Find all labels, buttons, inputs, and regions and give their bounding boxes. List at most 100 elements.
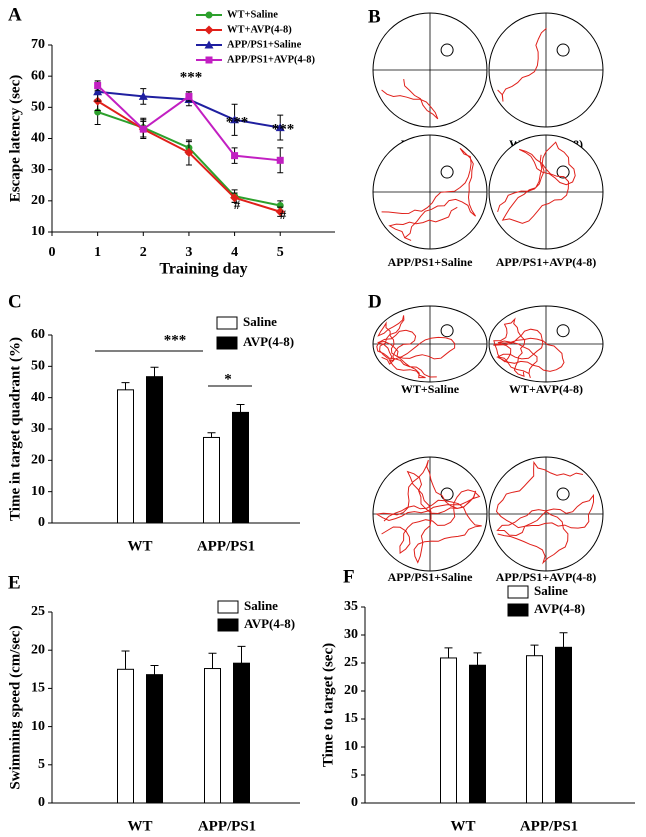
y-tick-label: 20 [31, 193, 45, 208]
legend-marker [204, 25, 214, 35]
data-point [275, 123, 285, 132]
annotation: # [280, 207, 287, 222]
error-bar [150, 664, 159, 675]
annotation: *** [180, 69, 203, 85]
platform [556, 324, 570, 338]
y-tick-label: 50 [31, 359, 45, 374]
x-tick-label: APP/PS1 [197, 538, 255, 554]
y-tick-label: 10 [344, 739, 358, 754]
error-bar [208, 652, 217, 669]
annotation: * [224, 371, 232, 387]
y-tick-label: 70 [31, 37, 45, 52]
y-tick-label: 60 [31, 68, 45, 83]
legend-label: APP/PS1+AVP(4-8) [227, 54, 316, 65]
platform [556, 165, 570, 179]
data-point [275, 207, 285, 217]
y-tick-label: 5 [38, 757, 45, 772]
data-point [230, 193, 240, 203]
data-point [185, 92, 193, 100]
swim-path [381, 79, 439, 120]
y-tick-label: 40 [31, 131, 45, 146]
x-tick-label: APP/PS1 [198, 818, 256, 834]
data-point [230, 115, 240, 124]
legend-label: AVP(4-8) [243, 334, 294, 349]
y-tick-label: 0 [38, 515, 45, 530]
y-axis-label: Swimming speed (cm/sec) [7, 625, 23, 789]
legend-marker [204, 40, 214, 49]
error-bar [237, 645, 246, 664]
y-tick-label: 35 [344, 599, 358, 614]
panel-label: E [8, 572, 21, 593]
swim-path [497, 141, 576, 224]
legend-label: Saline [243, 314, 277, 329]
error-bar [559, 632, 568, 648]
bar [146, 674, 163, 804]
x-axis-label: Training day [159, 261, 247, 278]
platform [440, 43, 454, 57]
y-tick-label: 0 [38, 795, 45, 810]
legend-swatch [216, 336, 238, 350]
annotation: *** [226, 114, 249, 130]
bar [117, 389, 134, 524]
y-tick-label: 15 [31, 681, 45, 696]
x-tick-label: WT [127, 538, 152, 554]
annotation: *** [164, 332, 187, 348]
y-tick-label: 10 [31, 719, 45, 734]
platform [556, 43, 570, 57]
bar [233, 662, 250, 804]
y-tick-label: 25 [31, 604, 45, 619]
y-tick-label: 10 [31, 484, 45, 499]
y-axis-label: Time to target (sec) [320, 643, 336, 767]
error-bar [121, 650, 130, 670]
track-caption: WT+Saline [401, 382, 460, 396]
bar [204, 668, 221, 804]
swim-path [375, 459, 482, 564]
platform [440, 165, 454, 179]
y-tick-label: 20 [31, 642, 45, 657]
panel-label: F [343, 566, 355, 587]
swim-path [495, 460, 594, 565]
error-bar [236, 404, 245, 413]
error-bar [530, 644, 539, 656]
error-bar [150, 366, 159, 377]
y-tick-label: 40 [31, 390, 45, 405]
data-point [93, 87, 103, 96]
legend-label: Saline [534, 583, 568, 598]
bar [526, 655, 543, 804]
bar [203, 436, 220, 524]
bar [146, 376, 163, 524]
x-tick-label: 0 [49, 245, 56, 260]
error-bar [121, 382, 130, 390]
legend-swatch [217, 618, 239, 632]
track-caption: APP/PS1+Saline [388, 255, 474, 269]
annotation: *** [272, 121, 295, 137]
data-point [276, 156, 284, 164]
bar [469, 664, 486, 804]
x-tick-label: WT [450, 818, 475, 834]
y-axis-label: Escape latency (sec) [7, 75, 23, 202]
error-bar [473, 652, 482, 666]
panel-label: A [8, 4, 22, 25]
platform [440, 487, 454, 501]
track-caption: APP/PS1+AVP(4-8) [496, 255, 597, 269]
y-tick-label: 60 [31, 327, 45, 342]
track-caption: WT+AVP(4-8) [509, 382, 583, 396]
y-tick-label: 15 [344, 711, 358, 726]
data-point [94, 82, 102, 90]
y-tick-label: 25 [344, 655, 358, 670]
swim-path [376, 315, 456, 379]
x-tick-label: 3 [185, 245, 192, 260]
bar [555, 646, 572, 804]
x-tick-label: WT [127, 818, 152, 834]
legend-marker [205, 56, 213, 64]
y-tick-label: 50 [31, 100, 45, 115]
y-tick-label: 30 [344, 627, 358, 642]
legend-swatch [216, 316, 238, 330]
platform [440, 324, 454, 338]
legend-swatch [217, 600, 239, 614]
x-tick-label: 5 [277, 245, 284, 260]
x-tick-label: 2 [140, 245, 147, 260]
track-caption: APP/PS1+AVP(4-8) [496, 570, 597, 584]
platform [556, 487, 570, 501]
error-bar [444, 647, 453, 658]
